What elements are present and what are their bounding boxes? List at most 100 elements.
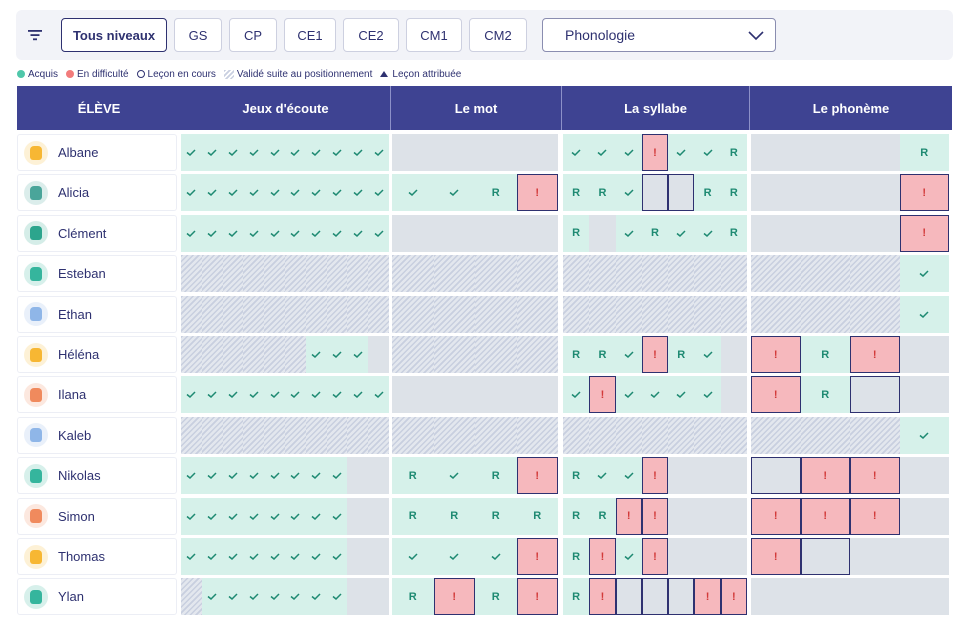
lesson-cell-validated[interactable] — [222, 416, 244, 454]
lesson-cell-acquired[interactable] — [347, 376, 369, 414]
lesson-cell-difficulty[interactable]: ! — [433, 578, 475, 616]
lesson-cell-acquired[interactable] — [264, 457, 285, 495]
lesson-cell-acquired[interactable] — [668, 376, 695, 414]
lesson-cell-empty[interactable] — [433, 214, 475, 252]
lesson-cell-difficulty[interactable]: ! — [800, 497, 850, 535]
lesson-cell-validated[interactable] — [243, 255, 265, 293]
lesson-cell-review[interactable]: R — [392, 497, 434, 535]
lesson-cell-acquired[interactable] — [181, 376, 202, 414]
lesson-cell-empty[interactable] — [800, 134, 850, 171]
lesson-cell-acquired[interactable] — [305, 336, 327, 373]
lesson-cell-review[interactable]: R — [475, 497, 517, 535]
lesson-cell-empty[interactable] — [899, 578, 949, 616]
lesson-cell-acquired[interactable] — [668, 214, 695, 252]
lesson-cell-acquired[interactable] — [326, 214, 348, 252]
lesson-cell-acquired[interactable] — [201, 376, 223, 414]
lesson-cell-review[interactable]: R — [589, 174, 616, 212]
lesson-cell-acquired[interactable] — [284, 457, 306, 495]
lesson-cell-acquired[interactable] — [305, 376, 327, 414]
lesson-cell-empty[interactable] — [475, 376, 517, 414]
lesson-cell-validated[interactable] — [201, 255, 223, 293]
lesson-cell-acquired[interactable] — [201, 497, 223, 535]
lesson-cell-validated[interactable] — [800, 416, 850, 454]
lesson-cell-validated[interactable] — [392, 336, 434, 373]
lesson-cell-empty[interactable] — [850, 578, 900, 616]
lesson-cell-difficulty[interactable]: ! — [751, 538, 801, 575]
lesson-cell-acquired[interactable] — [181, 497, 202, 535]
lesson-cell-difficulty[interactable]: ! — [516, 578, 558, 616]
lesson-cell-acquired[interactable] — [284, 376, 306, 414]
lesson-cell-acquired[interactable] — [284, 174, 306, 212]
lesson-cell-validated[interactable] — [243, 416, 265, 454]
lesson-cell-validated[interactable] — [751, 295, 801, 333]
lesson-cell-validated[interactable] — [347, 255, 369, 293]
lesson-cell-acquired[interactable] — [305, 538, 327, 575]
lesson-cell-acquired[interactable] — [305, 497, 327, 535]
lesson-cell-empty[interactable] — [899, 457, 949, 495]
lesson-cell-difficulty[interactable]: ! — [641, 134, 669, 171]
lesson-cell-validated[interactable] — [850, 416, 900, 454]
level-all-button[interactable]: Tous niveaux — [61, 18, 167, 52]
lesson-cell-validated[interactable] — [563, 295, 590, 333]
lesson-cell-empty[interactable] — [694, 457, 721, 495]
lesson-cell-validated[interactable] — [589, 295, 616, 333]
lesson-cell-validated[interactable] — [475, 255, 517, 293]
lesson-cell-difficulty[interactable]: ! — [589, 538, 616, 575]
lesson-cell-acquired[interactable] — [243, 538, 265, 575]
lesson-cell-acquired[interactable] — [347, 336, 369, 373]
lesson-cell-empty[interactable] — [392, 214, 434, 252]
lesson-cell-empty[interactable] — [368, 497, 389, 535]
lesson-cell-empty[interactable] — [800, 174, 850, 212]
lesson-cell-review[interactable]: R — [563, 174, 590, 212]
lesson-cell-validated[interactable] — [201, 336, 223, 373]
lesson-cell-validated[interactable] — [284, 295, 306, 333]
level-cp-button[interactable]: CP — [229, 18, 277, 52]
student-cell[interactable]: Kaleb — [17, 416, 177, 454]
lesson-cell-acquired[interactable] — [347, 214, 369, 252]
lesson-cell-acquired[interactable] — [615, 134, 642, 171]
lesson-cell-validated[interactable] — [326, 255, 348, 293]
lesson-cell-acquired[interactable] — [615, 457, 642, 495]
lesson-cell-acquired[interactable] — [222, 134, 244, 171]
lesson-cell-empty[interactable] — [850, 174, 900, 212]
lesson-cell-acquired[interactable] — [201, 538, 223, 575]
lesson-cell-acquired[interactable] — [264, 497, 285, 535]
lesson-cell-review[interactable]: R — [720, 134, 747, 171]
lesson-cell-difficulty[interactable]: ! — [589, 578, 616, 616]
lesson-cell-empty[interactable] — [720, 538, 747, 575]
lesson-cell-acquired[interactable] — [222, 538, 244, 575]
lesson-cell-validated[interactable] — [615, 416, 642, 454]
lesson-cell-validated[interactable] — [516, 336, 558, 373]
filter-icon[interactable] — [26, 26, 44, 44]
lesson-cell-difficulty[interactable]: ! — [516, 174, 558, 212]
lesson-cell-validated[interactable] — [641, 295, 669, 333]
lesson-cell-review[interactable]: R — [720, 174, 747, 212]
lesson-cell-validated[interactable] — [326, 295, 348, 333]
lesson-cell-empty[interactable] — [668, 457, 695, 495]
lesson-cell-validated[interactable] — [284, 416, 306, 454]
lesson-cell-validated[interactable] — [694, 416, 721, 454]
lesson-cell-empty[interactable] — [392, 134, 434, 171]
lesson-cell-empty[interactable] — [751, 214, 801, 252]
lesson-cell-difficulty[interactable]: ! — [615, 497, 642, 535]
level-ce2-button[interactable]: CE2 — [343, 18, 399, 52]
lesson-cell-empty[interactable] — [751, 134, 801, 171]
lesson-cell-validated[interactable] — [800, 255, 850, 293]
student-cell[interactable]: Ilana — [17, 376, 177, 414]
lesson-cell-validated[interactable] — [392, 295, 434, 333]
student-cell[interactable]: Clément — [17, 214, 177, 252]
lesson-cell-empty[interactable] — [347, 578, 369, 616]
lesson-cell-empty[interactable] — [694, 497, 721, 535]
student-cell[interactable]: Thomas — [17, 538, 177, 575]
lesson-cell-validated[interactable] — [694, 255, 721, 293]
lesson-cell-acquired[interactable] — [243, 134, 265, 171]
lesson-cell-validated[interactable] — [433, 255, 475, 293]
lesson-cell-in-progress[interactable] — [641, 174, 669, 212]
lesson-cell-empty[interactable] — [516, 134, 558, 171]
lesson-cell-review[interactable]: R — [563, 336, 590, 373]
lesson-cell-validated[interactable] — [264, 416, 285, 454]
lesson-cell-validated[interactable] — [181, 578, 202, 616]
lesson-cell-empty[interactable] — [368, 336, 389, 373]
level-cm1-button[interactable]: CM1 — [406, 18, 462, 52]
lesson-cell-acquired[interactable] — [368, 134, 389, 171]
